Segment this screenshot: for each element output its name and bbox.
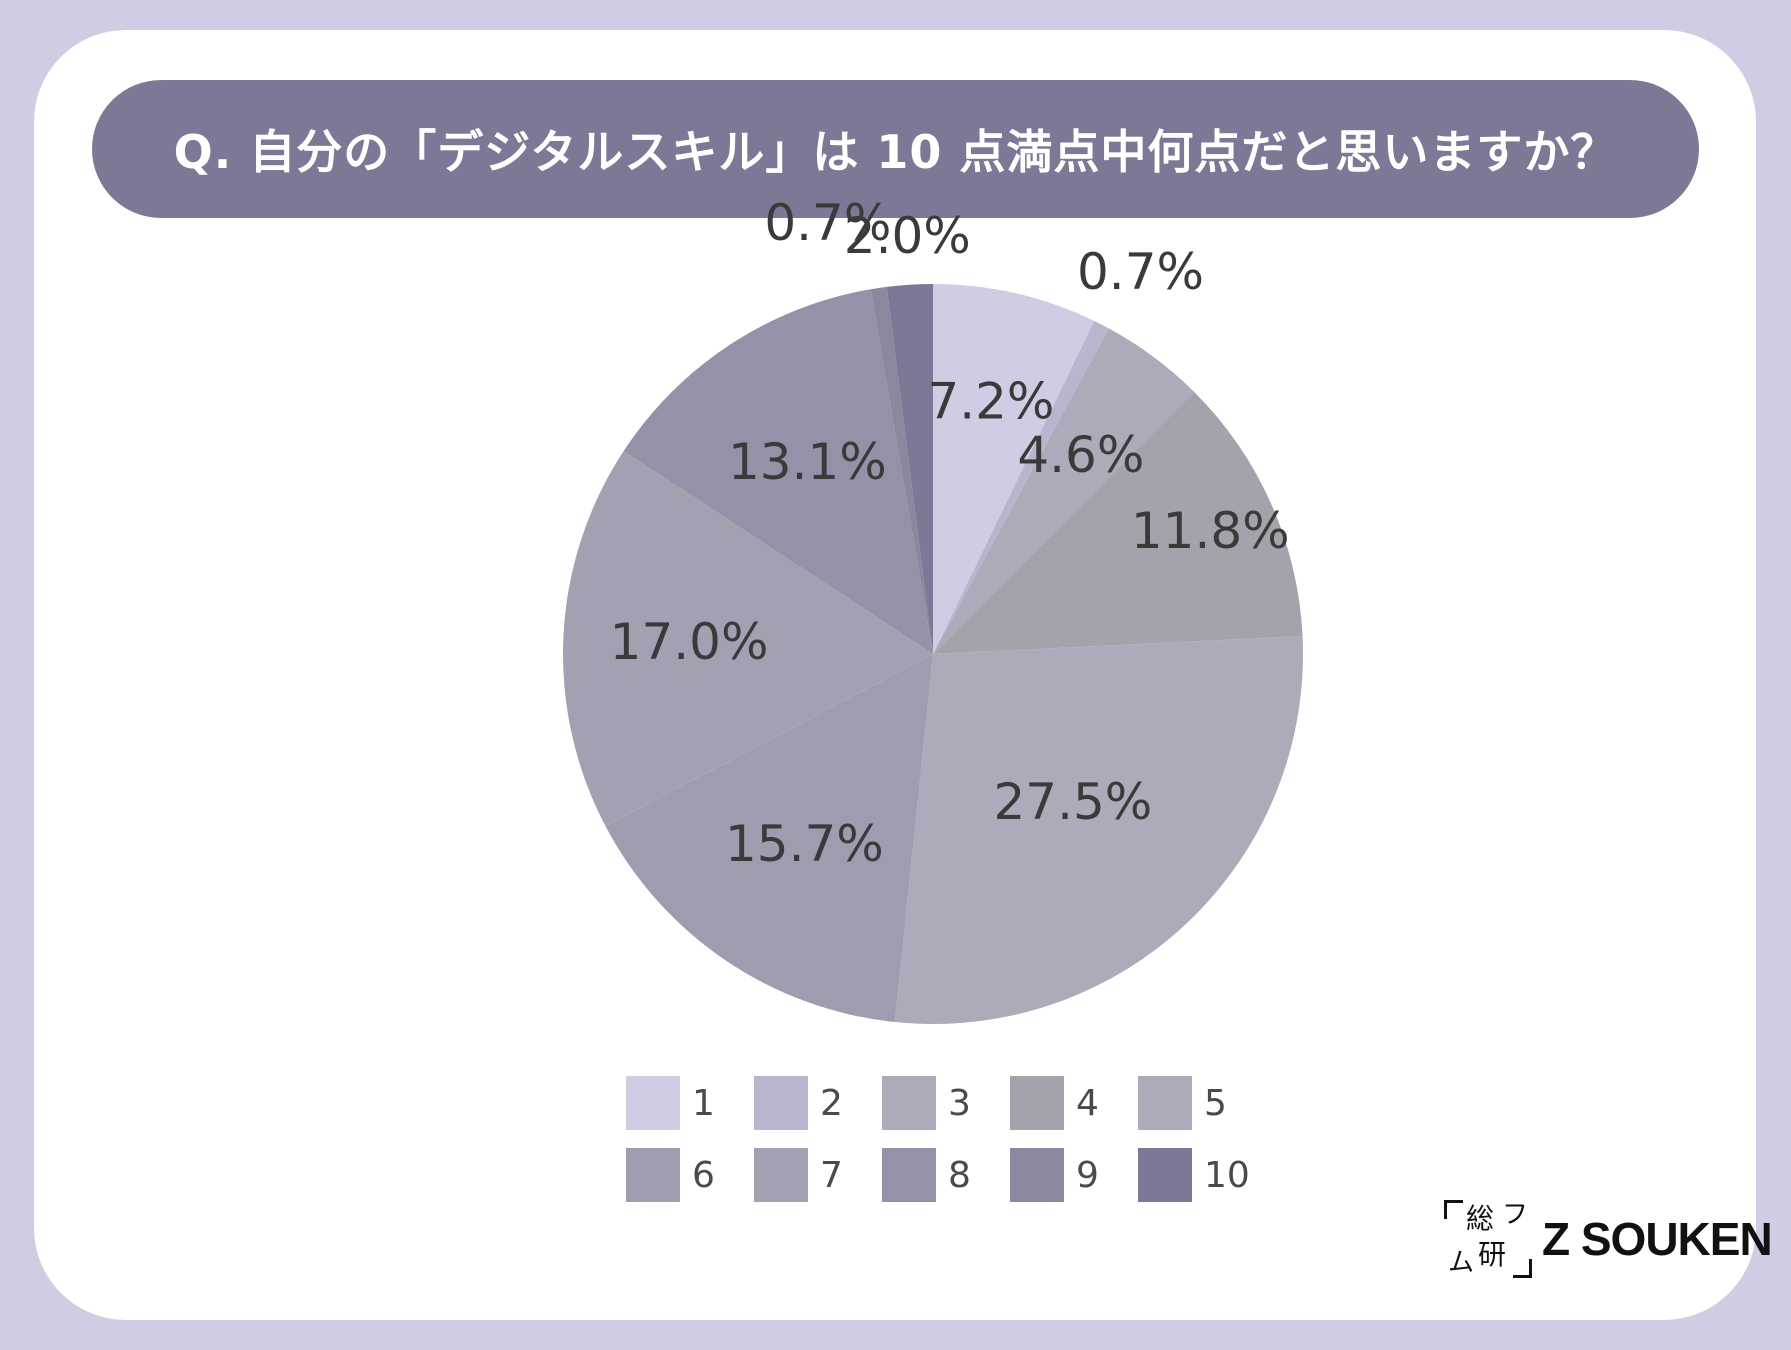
pie-slice-4	[933, 391, 1303, 654]
legend-item-5: 5	[1138, 1076, 1266, 1130]
legend-item-3: 3	[882, 1076, 1010, 1130]
pie-label-6: 15.7%	[725, 815, 884, 873]
pie-label-2: 0.7%	[1077, 243, 1204, 301]
pie-label-5: 27.5%	[993, 773, 1152, 831]
legend-item-4: 4	[1010, 1076, 1138, 1130]
logo-kanji-top: 総	[1466, 1202, 1495, 1235]
pie-slice-6	[605, 654, 933, 1023]
pie-label-8: 13.1%	[728, 433, 887, 491]
legend-label-5: 5	[1204, 1082, 1227, 1124]
legend-swatch-9	[1010, 1148, 1064, 1202]
pie-slice-9	[870, 286, 933, 654]
pie-slice-5	[894, 636, 1303, 1024]
legend-label-2: 2	[820, 1082, 843, 1124]
legend-label-4: 4	[1076, 1082, 1099, 1124]
pie-slice-1	[933, 284, 1095, 654]
pie-label-3: 4.6%	[1017, 426, 1144, 484]
legend-swatch-7	[754, 1148, 808, 1202]
legend-swatch-4	[1010, 1076, 1064, 1130]
pie-slice-2	[933, 321, 1109, 654]
pie-label-9: 0.7%	[764, 194, 891, 252]
pie-label-7: 17.0%	[610, 613, 769, 671]
pie-label-4: 11.8%	[1131, 502, 1290, 560]
legend-label-9: 9	[1076, 1154, 1099, 1196]
legend-label-3: 3	[948, 1082, 971, 1124]
legend-label-7: 7	[820, 1154, 843, 1196]
logo-kanji-bottom: 研	[1478, 1238, 1507, 1271]
logo-mark: フ ム 総 研	[1444, 1200, 1532, 1278]
question-banner: Q. 自分の「デジタルスキル」は 10 点満点中何点だと思いますか？	[92, 80, 1699, 218]
pie-label-10: 2.0%	[844, 207, 971, 265]
zsouken-logo: フ ム 総 研 Z SOUKEN	[1444, 1200, 1773, 1278]
legend-swatch-3	[882, 1076, 936, 1130]
pie-slice-3	[933, 328, 1195, 654]
legend-item-10: 10	[1138, 1148, 1266, 1202]
legend-item-9: 9	[1010, 1148, 1138, 1202]
legend-label-1: 1	[692, 1082, 715, 1124]
legend-item-1: 1	[626, 1076, 754, 1130]
pie-slice-7	[563, 450, 933, 827]
pie-slice-10	[886, 284, 933, 654]
legend-item-8: 8	[882, 1148, 1010, 1202]
legend-item-7: 7	[754, 1148, 882, 1202]
legend-label-10: 10	[1204, 1154, 1250, 1196]
legend-label-6: 6	[692, 1154, 715, 1196]
pie-slice-8	[623, 289, 933, 654]
pie-label-1: 7.2%	[927, 373, 1054, 431]
legend-swatch-1	[626, 1076, 680, 1130]
legend-swatch-5	[1138, 1076, 1192, 1130]
legend-swatch-8	[882, 1148, 936, 1202]
logo-text: Z SOUKEN	[1542, 1213, 1773, 1265]
legend-item-2: 2	[754, 1076, 882, 1130]
legend-swatch-6	[626, 1148, 680, 1202]
legend-swatch-10	[1138, 1148, 1192, 1202]
legend: 1 2 3 4 5 6 7 8 9 10	[626, 1076, 1266, 1202]
legend-swatch-2	[754, 1076, 808, 1130]
legend-label-8: 8	[948, 1154, 971, 1196]
question-text: Q. 自分の「デジタルスキル」は 10 点満点中何点だと思いますか？	[173, 125, 1618, 179]
legend-item-6: 6	[626, 1148, 754, 1202]
